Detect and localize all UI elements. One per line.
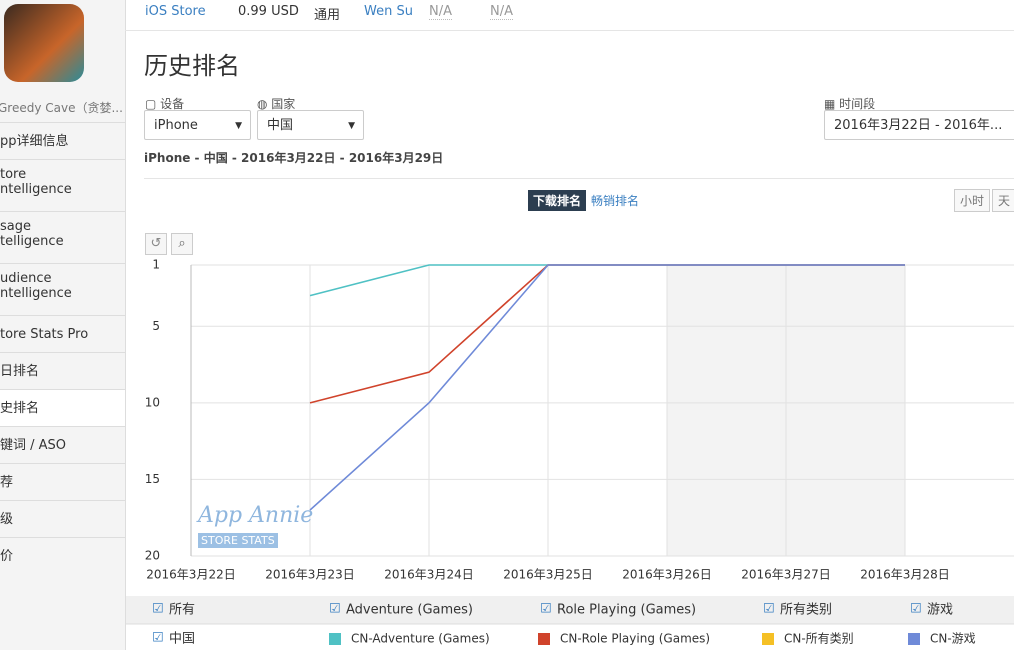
na: N/A [490,4,513,20]
value: 中国 [267,118,294,133]
header: iOS Store 0.99 USD 通用 Wen Su N/A N/A [145,4,513,23]
app-name: Greedy Cave（贪婪... [0,101,123,115]
nav-item[interactable]: 日排名 [0,352,125,389]
developer[interactable]: Wen Su [364,4,413,19]
legend-swatch [762,633,774,645]
checkbox: ☑ [152,631,164,646]
nav-item[interactable]: 价 [0,537,125,574]
y-tick-label: 15 [145,472,160,486]
x-tick-label: 2016年3月25日 [503,568,592,582]
legend-label[interactable]: CN-Adventure (Games) [351,632,490,646]
nav-text: telligence [0,234,64,249]
store-link[interactable]: iOS Store [145,4,206,19]
country-select[interactable]: 中国 ▼ [257,110,364,140]
x-tick-label: 2016年3月22日 [146,568,235,582]
checkbox: ☑ [910,602,922,617]
nav-text: 荐 [0,475,14,490]
x-tick-label: 2016年3月23日 [265,568,354,582]
nav-text: 史排名 [0,401,40,416]
nav-text: ntelligence [0,286,72,301]
y-tick-label: 1 [152,258,160,272]
summary: iPhone - 中国 - 2016年3月22日 - 2016年3月29日 [144,151,444,165]
tab[interactable]: 畅销排名 [591,194,640,208]
checkbox: ☑ [763,602,775,617]
x-tick-label: 2016年3月28日 [860,568,949,582]
nav-item[interactable]: sage telligence [0,211,125,263]
legend-label[interactable]: CN-Role Playing (Games) [560,632,710,646]
nav-text: ntelligence [0,182,72,197]
nav-text: 键词 / ASO [0,438,67,453]
app-icon [4,4,84,82]
legend-filter[interactable]: 游戏 [927,603,953,618]
filter-label: ▢ 设备 [145,97,185,111]
category: 通用 [314,8,341,23]
legend-country: 中国 [169,632,195,647]
legend-filter[interactable]: 所有类别 [780,603,832,618]
value: iPhone [154,118,198,133]
legend-swatch [329,633,341,645]
nav-text: tore Stats Pro [0,327,89,342]
nav-item[interactable]: pp详细信息 [0,122,125,159]
nav-item[interactable]: 键词 / ASO [0,426,125,463]
nav-item[interactable]: 级 [0,500,125,537]
label: 时间段 [839,97,876,111]
page-title: 历史排名 [144,52,240,80]
y-tick-label: 20 [145,549,160,563]
zoom-button[interactable]: ⌕ [171,233,193,255]
checkbox: ☑ [329,602,341,617]
nav-item[interactable]: 荐 [0,463,125,500]
label: 设备 [160,97,185,111]
tab-active[interactable]: 下载排名 [528,190,587,211]
x-tick-label: 2016年3月27日 [741,568,830,582]
divider [125,30,1014,31]
device-select[interactable]: iPhone ▼ [144,110,251,140]
series-line [309,264,905,511]
nav-text: 日排名 [0,364,40,379]
nav-text: 级 [0,512,14,527]
checkbox: ☑ [540,602,552,617]
label: 国家 [271,97,296,111]
legend-swatch [538,633,550,645]
legend-filter[interactable]: 所有 [169,603,195,618]
legend-label[interactable]: CN-游戏 [930,632,976,646]
nav-item[interactable]: 史排名 [0,389,125,426]
nav-item[interactable]: tore ntelligence [0,159,125,211]
x-tick-label: 2016年3月26日 [622,568,711,582]
y-tick-label: 10 [145,395,160,409]
legend-label[interactable]: CN-所有类别 [784,632,854,646]
na: N/A [429,4,452,20]
nav-item[interactable]: udience ntelligence [0,263,125,315]
checkbox: ☑ [152,602,164,617]
nav-text: tore [0,167,27,182]
nav-text: pp详细信息 [0,134,69,149]
legend-swatch [908,633,920,645]
nav-item[interactable]: tore Stats Pro [0,315,125,352]
sidebar: Greedy Cave（贪婪... pp详细信息 tore ntelligence s… [0,0,126,650]
button[interactable]: 小时 [954,189,991,212]
y-tick-label: 5 [152,319,160,333]
watermark: STORE STATS [198,533,278,548]
nav-text: udience [0,271,52,286]
button[interactable]: 天 [992,189,1014,212]
period-select[interactable]: 2016年3月22日 - 2016年... [824,110,1014,140]
nav-text: sage [0,219,31,234]
filter-label: ◍ 国家 [257,97,296,111]
divider [144,178,1014,179]
reset-button[interactable]: ↺ [145,233,167,255]
nav-text: 价 [0,549,14,564]
filter-label: ▦ 时间段 [824,97,876,111]
legend-filter[interactable]: Adventure (Games) [346,603,473,618]
watermark: App Annie [198,503,314,528]
legend-filter[interactable]: Role Playing (Games) [557,603,696,618]
x-tick-label: 2016年3月24日 [384,568,473,582]
price: 0.99 USD [238,4,299,19]
legend-band [126,596,1014,624]
